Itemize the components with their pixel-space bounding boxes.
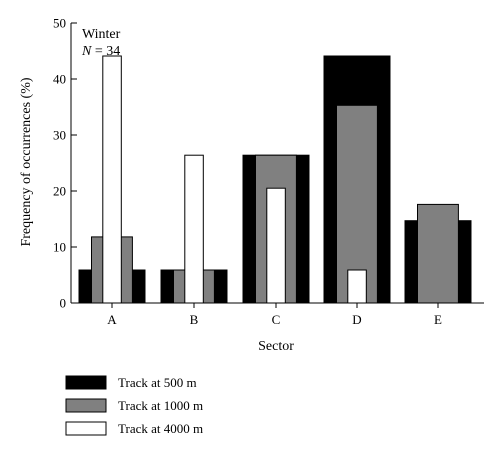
y-tick-label-40: 40 bbox=[53, 72, 66, 87]
axes-group: 0 10 20 30 40 50 A B C D E bbox=[53, 16, 484, 327]
bars-group bbox=[78, 55, 472, 304]
bar-a-series-3 bbox=[102, 55, 122, 304]
x-tick-label-c: C bbox=[272, 312, 281, 327]
season-annotation: Winter bbox=[82, 27, 121, 42]
x-axis-label: Sector bbox=[258, 339, 294, 354]
x-tick-label-a: A bbox=[107, 312, 117, 327]
y-tick-label-50: 50 bbox=[53, 16, 66, 31]
x-tick-label-e: E bbox=[434, 312, 442, 327]
legend: Track at 500 m Track at 1000 m Track at 40… bbox=[65, 375, 203, 436]
bar-c-series-3 bbox=[266, 187, 286, 304]
legend-swatch-3 bbox=[65, 421, 107, 436]
bar-d-series-3 bbox=[347, 269, 367, 304]
sample-size-annotation: N = 34 bbox=[81, 44, 120, 59]
legend-label-2: Track at 1000 m bbox=[118, 398, 203, 413]
y-axis-label: Frequency of occurrences (%) bbox=[19, 77, 34, 246]
x-tick-label-d: D bbox=[352, 312, 361, 327]
x-tick-label-b: B bbox=[190, 312, 199, 327]
legend-label-3: Track at 4000 m bbox=[118, 421, 203, 436]
bar-e-series-2 bbox=[417, 203, 459, 304]
y-tick-label-0: 0 bbox=[60, 296, 67, 311]
sample-size-symbol: N bbox=[81, 44, 92, 59]
sample-size-value: = 34 bbox=[91, 44, 120, 59]
y-tick-label-20: 20 bbox=[53, 184, 66, 199]
legend-label-1: Track at 500 m bbox=[118, 375, 197, 390]
legend-swatch-1 bbox=[65, 375, 107, 390]
bar-b-series-3 bbox=[184, 154, 204, 304]
y-tick-label-10: 10 bbox=[53, 240, 66, 255]
y-tick-label-30: 30 bbox=[53, 128, 66, 143]
legend-swatch-2 bbox=[65, 398, 107, 413]
